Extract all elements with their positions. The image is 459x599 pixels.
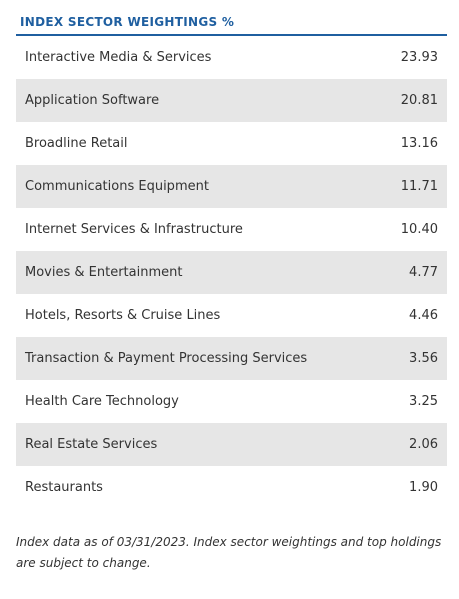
table-row: Real Estate Services 2.06 <box>16 423 447 466</box>
sector-label: Movies & Entertainment <box>25 265 183 280</box>
sector-weight: 13.16 <box>400 136 438 151</box>
table-row: Restaurants 1.90 <box>16 466 447 509</box>
sector-table: Interactive Media & Services 23.93 Appli… <box>16 36 447 509</box>
sector-label: Internet Services & Infrastructure <box>25 222 243 237</box>
sector-weight: 3.25 <box>409 394 438 409</box>
sector-label: Health Care Technology <box>25 394 179 409</box>
sector-label: Communications Equipment <box>25 179 209 194</box>
sector-weightings-panel: INDEX SECTOR WEIGHTINGS % Interactive Me… <box>16 12 447 509</box>
sector-label: Hotels, Resorts & Cruise Lines <box>25 308 221 323</box>
sector-weight: 4.77 <box>409 265 438 280</box>
title-divider <box>16 34 447 36</box>
table-row: Hotels, Resorts & Cruise Lines 4.46 <box>16 294 447 337</box>
table-row: Broadline Retail 13.16 <box>16 122 447 165</box>
footnote-text: Index data as of 03/31/2023. Index secto… <box>16 535 442 570</box>
sector-weight: 1.90 <box>409 480 438 495</box>
sector-label: Application Software <box>25 93 160 108</box>
table-row: Application Software 20.81 <box>16 79 447 122</box>
table-row: Health Care Technology 3.25 <box>16 380 447 423</box>
table-row: Interactive Media & Services 23.93 <box>16 36 447 79</box>
table-row: Movies & Entertainment 4.77 <box>16 251 447 294</box>
sector-weight: 3.56 <box>409 351 438 366</box>
sector-weight: 2.06 <box>409 437 438 452</box>
sector-weight: 4.46 <box>409 308 438 323</box>
table-row: Internet Services & Infrastructure 10.40 <box>16 208 447 251</box>
sector-label: Interactive Media & Services <box>25 50 212 65</box>
panel-title: INDEX SECTOR WEIGHTINGS % <box>20 15 235 29</box>
sector-weight: 20.81 <box>400 93 438 108</box>
sector-label: Real Estate Services <box>25 437 158 452</box>
sector-label: Transaction & Payment Processing Service… <box>25 351 308 366</box>
sector-weight: 23.93 <box>400 50 438 65</box>
sector-weight: 10.40 <box>400 222 438 237</box>
sector-label: Restaurants <box>25 480 103 495</box>
table-row: Communications Equipment 11.71 <box>16 165 447 208</box>
sector-label: Broadline Retail <box>25 136 128 151</box>
sector-weight: 11.71 <box>400 179 438 194</box>
table-row: Transaction & Payment Processing Service… <box>16 337 447 380</box>
